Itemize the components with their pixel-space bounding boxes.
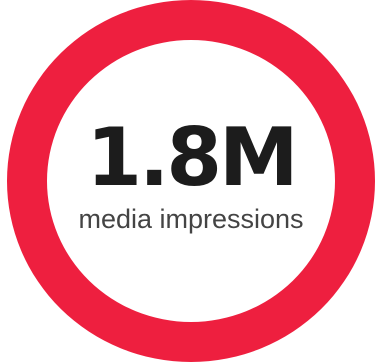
stat-label: media impressions: [78, 204, 304, 234]
stat-value: 1.8M: [86, 111, 298, 204]
